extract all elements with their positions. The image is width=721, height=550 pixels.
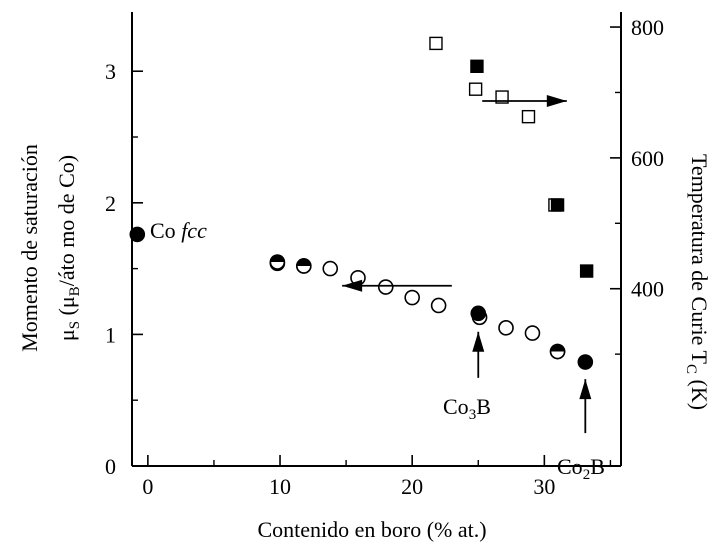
data-markers [129,36,594,370]
data-point-open-square [468,82,483,96]
data-point-half-circle [296,258,312,274]
annotation-co2b: Co2B [557,454,605,483]
data-point-filled-square [470,59,484,73]
tick-marks [132,26,621,467]
arrow-co2b [579,379,592,434]
y-left-tick-label: 2 [105,191,116,216]
annotation-arrows [342,94,592,434]
data-point-filled-circle [577,354,594,370]
half-circle-fill [550,344,565,352]
arrow-co2b-head [579,379,592,400]
half-circle-fill [296,258,311,266]
y-left-axis-label-line1: Momento de saturación [17,144,42,352]
data-point-open-square [429,36,443,51]
data-point-open-circle [322,260,339,277]
y-left-tick-label: 3 [105,59,116,84]
x-tick-label: 20 [401,474,423,499]
x-axis-label: Contenido en boro (% at.) [257,517,486,542]
y-right-tick-label: 400 [631,277,664,302]
data-point-filled-square [579,264,594,278]
data-point-open-circle [498,320,514,336]
y-right-tick-label: 600 [631,146,664,171]
data-point-open-square [521,109,536,124]
data-point-filled-square [550,198,565,212]
x-tick-label: 0 [142,474,153,499]
half-circle-fill [270,255,285,263]
data-point-open-square [495,90,509,104]
y-left-tick-label: 1 [105,322,116,347]
arrow-co3b-head [472,331,485,352]
y-left-tick-label: 0 [105,454,116,479]
data-point-open-circle [404,289,420,306]
data-point-filled-circle [129,226,146,243]
x-tick-label: 10 [269,474,291,499]
x-tick-label: 30 [533,474,555,499]
data-point-half-circle [549,343,566,360]
data-point-open-circle [377,279,394,295]
y-right-tick-label: 800 [631,15,664,40]
y-left-axis-label-line2: μS (μB/áto mo de Co) [54,155,83,341]
data-point-filled-circle [470,305,487,322]
annotation-co-fcc: Co fcc [150,218,207,243]
data-point-open-circle [524,325,541,341]
arrow-to-left-axis [342,279,452,292]
annotation-co3b: Co3B [443,394,491,423]
tick-labels: 0 10 20 30 0 1 2 3 400 600 800 [105,15,664,499]
arrow-to-left-axis-head [342,279,363,292]
arrow-to-right-axis-head [546,94,567,107]
arrow-co3b [472,331,485,378]
data-point-open-circle [430,297,447,314]
data-point-half-circle [269,254,286,270]
y-right-axis-label: Temperatura de Curie TC (K) [683,154,712,410]
arrow-to-right-axis [482,94,567,107]
